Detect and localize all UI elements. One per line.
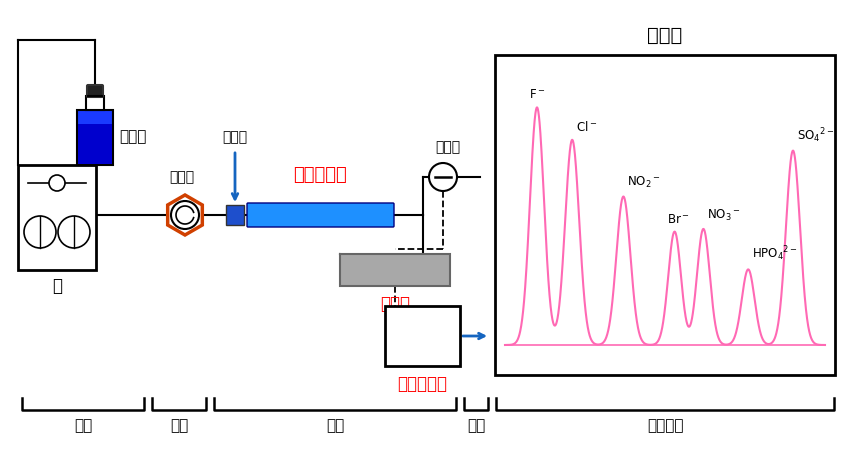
Circle shape [429, 163, 457, 191]
Text: HPO$_4$$^{2-}$: HPO$_4$$^{2-}$ [752, 245, 798, 263]
Text: 离子色谱柱: 离子色谱柱 [293, 166, 347, 184]
Bar [18, 165, 96, 270]
Text: 进样器: 进样器 [169, 170, 195, 184]
Text: 色谱图: 色谱图 [647, 25, 683, 45]
Text: Cl$^-$: Cl$^-$ [576, 120, 597, 134]
Text: SO$_4$$^{2-}$: SO$_4$$^{2-}$ [797, 126, 834, 145]
Bar [78, 124, 112, 164]
Text: Br$^-$: Br$^-$ [667, 212, 689, 226]
Circle shape [171, 201, 199, 229]
Text: 保护柱: 保护柱 [223, 130, 247, 144]
Text: 电导检测器: 电导检测器 [397, 375, 447, 393]
Text: 抑制器: 抑制器 [380, 295, 410, 313]
Text: 分离: 分离 [326, 418, 344, 433]
Text: 数据记录: 数据记录 [647, 418, 684, 433]
Circle shape [58, 216, 90, 248]
Circle shape [49, 175, 65, 191]
Bar [385, 306, 460, 366]
Text: 输液: 输液 [74, 418, 92, 433]
Text: NO$_2$$^-$: NO$_2$$^-$ [628, 175, 661, 190]
Text: 进样: 进样 [170, 418, 188, 433]
Bar [226, 205, 244, 225]
FancyBboxPatch shape [247, 203, 394, 227]
Text: 检测: 检测 [467, 418, 485, 433]
Circle shape [24, 216, 56, 248]
FancyBboxPatch shape [87, 85, 103, 97]
Text: 流动相: 流动相 [119, 130, 147, 144]
Polygon shape [168, 195, 202, 235]
Bar [340, 254, 450, 286]
Bar [86, 96, 104, 110]
Text: NO$_3$$^-$: NO$_3$$^-$ [707, 208, 741, 223]
Text: 检测池: 检测池 [435, 140, 461, 154]
Bar [495, 55, 835, 375]
Bar [77, 110, 113, 165]
Text: F$^-$: F$^-$ [529, 88, 545, 102]
Text: 泵: 泵 [52, 277, 62, 295]
